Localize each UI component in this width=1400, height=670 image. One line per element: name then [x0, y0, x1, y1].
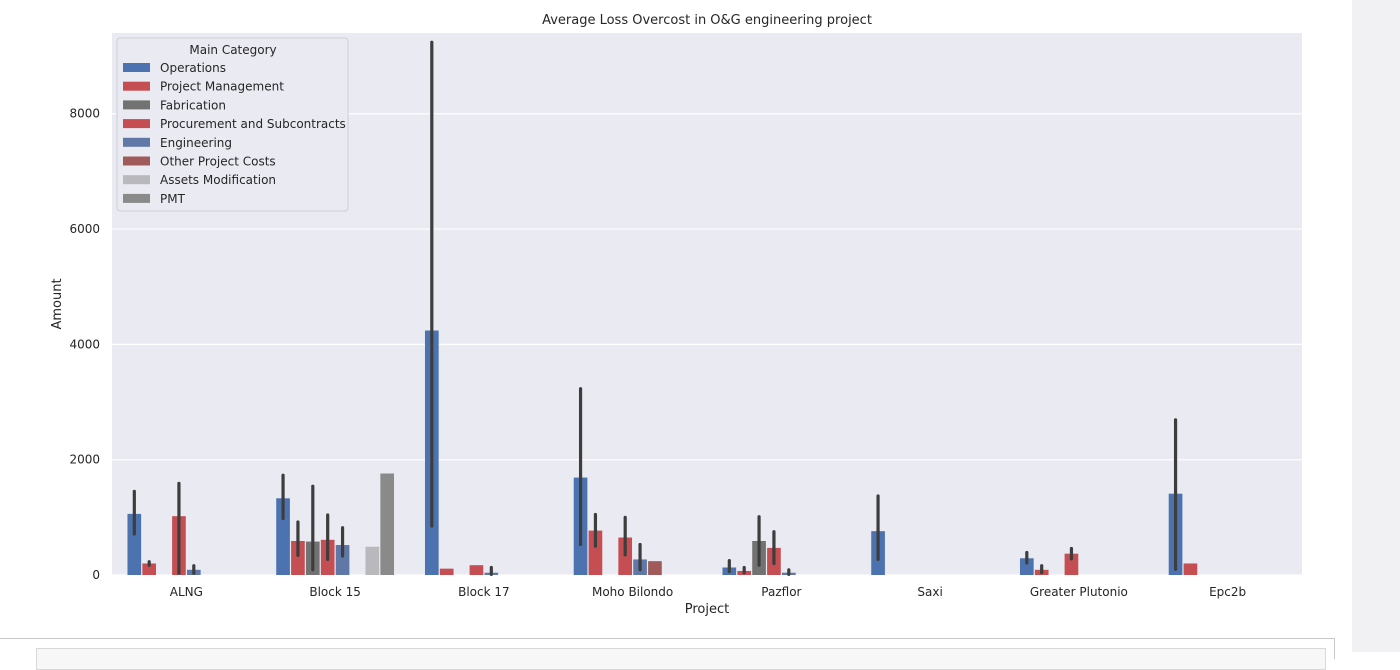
x-tick-label: Block 17: [458, 585, 510, 599]
next-notebook-cell: [0, 638, 1335, 670]
legend-swatch: [123, 137, 150, 147]
x-tick-label: Moho Bilondo: [592, 585, 673, 599]
bars: [127, 330, 1198, 575]
y-axis-label: Amount: [50, 278, 65, 329]
bar: [291, 540, 305, 575]
bar: [469, 565, 484, 575]
legend-label: Assets Modification: [160, 173, 276, 187]
legend-title: Main Category: [189, 43, 276, 57]
bar: [648, 561, 662, 575]
bar: [127, 513, 142, 575]
legend-swatch: [123, 193, 150, 203]
chart: 0 2000 4000 6000 8000 ALNG Block 15 Block 17 Mo…: [50, 13, 1302, 617]
legend-label: Project Management: [160, 80, 284, 94]
legend-swatch: [123, 175, 150, 185]
y-tick-label: 4000: [69, 337, 100, 351]
bar: [439, 568, 454, 575]
y-tick-label: 2000: [69, 453, 100, 467]
x-tick-label: Greater Plutonio: [1030, 585, 1128, 599]
bar: [588, 530, 603, 575]
bar: [365, 546, 380, 575]
legend-swatch: [123, 156, 150, 166]
legend-label: Operations: [160, 61, 226, 75]
bar: [335, 545, 350, 575]
legend-swatch: [123, 119, 150, 129]
legend-label: Engineering: [160, 136, 232, 150]
x-tick-label: Pazflor: [761, 585, 801, 599]
legend-label: Procurement and Subcontracts: [160, 117, 346, 131]
vertical-scrollbar[interactable]: [1352, 0, 1400, 652]
error-bars: [132, 40, 1178, 577]
legend-swatch: [123, 100, 150, 110]
y-tick-label: 8000: [69, 107, 100, 121]
legend-items: Operations Project Management Fabrication P…: [123, 61, 346, 206]
legend-label: PMT: [160, 192, 186, 206]
y-tick-labels: 0 2000 4000 6000 8000: [69, 107, 100, 582]
legend: Main Category Operations Project Manageme…: [116, 37, 349, 212]
bar: [380, 473, 395, 575]
next-cell-input[interactable]: [36, 648, 1326, 670]
legend-swatch: [123, 81, 150, 91]
x-tick-label: ALNG: [170, 585, 203, 599]
x-tick-label: Block 15: [309, 585, 361, 599]
chart-title: Average Loss Overcost in O&G engineering…: [542, 13, 872, 28]
legend-label: Other Project Costs: [160, 155, 276, 169]
legend-label: Fabrication: [160, 98, 226, 112]
x-tick-label: Saxi: [917, 585, 942, 599]
legend-box: [116, 37, 349, 212]
y-tick-label: 6000: [69, 222, 100, 236]
bar: [1064, 553, 1079, 575]
x-axis-label: Project: [685, 602, 729, 617]
bar: [1019, 558, 1034, 575]
bar: [142, 563, 157, 575]
legend-swatch: [123, 63, 150, 72]
y-tick-label: 0: [92, 568, 100, 582]
bar: [1183, 563, 1198, 575]
x-tick-label: Epc2b: [1209, 585, 1246, 599]
bar: [276, 498, 290, 575]
x-tick-labels: ALNG Block 15 Block 17 Moho Bilondo Pazflor S…: [170, 585, 1246, 599]
